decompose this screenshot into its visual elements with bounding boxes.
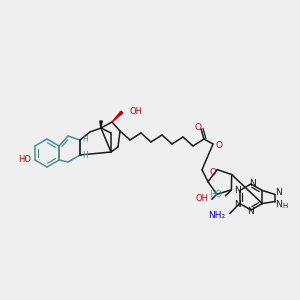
Text: H: H — [82, 152, 88, 160]
Text: N: N — [234, 200, 241, 209]
Text: H: H — [283, 203, 288, 209]
Text: O: O — [209, 168, 216, 177]
Text: OH: OH — [130, 106, 143, 116]
Text: N: N — [275, 200, 282, 209]
Polygon shape — [100, 121, 102, 128]
Polygon shape — [112, 111, 123, 122]
Text: O: O — [194, 124, 202, 133]
Text: N: N — [249, 178, 255, 188]
Text: N: N — [234, 186, 241, 195]
Text: H: H — [82, 134, 88, 143]
Text: O: O — [215, 142, 222, 151]
Text: HO: HO — [18, 155, 31, 164]
Text: HO: HO — [209, 190, 222, 199]
Text: N: N — [275, 188, 282, 197]
Text: N: N — [248, 208, 254, 217]
Text: NH₂: NH₂ — [208, 211, 226, 220]
Text: OH: OH — [196, 194, 209, 203]
